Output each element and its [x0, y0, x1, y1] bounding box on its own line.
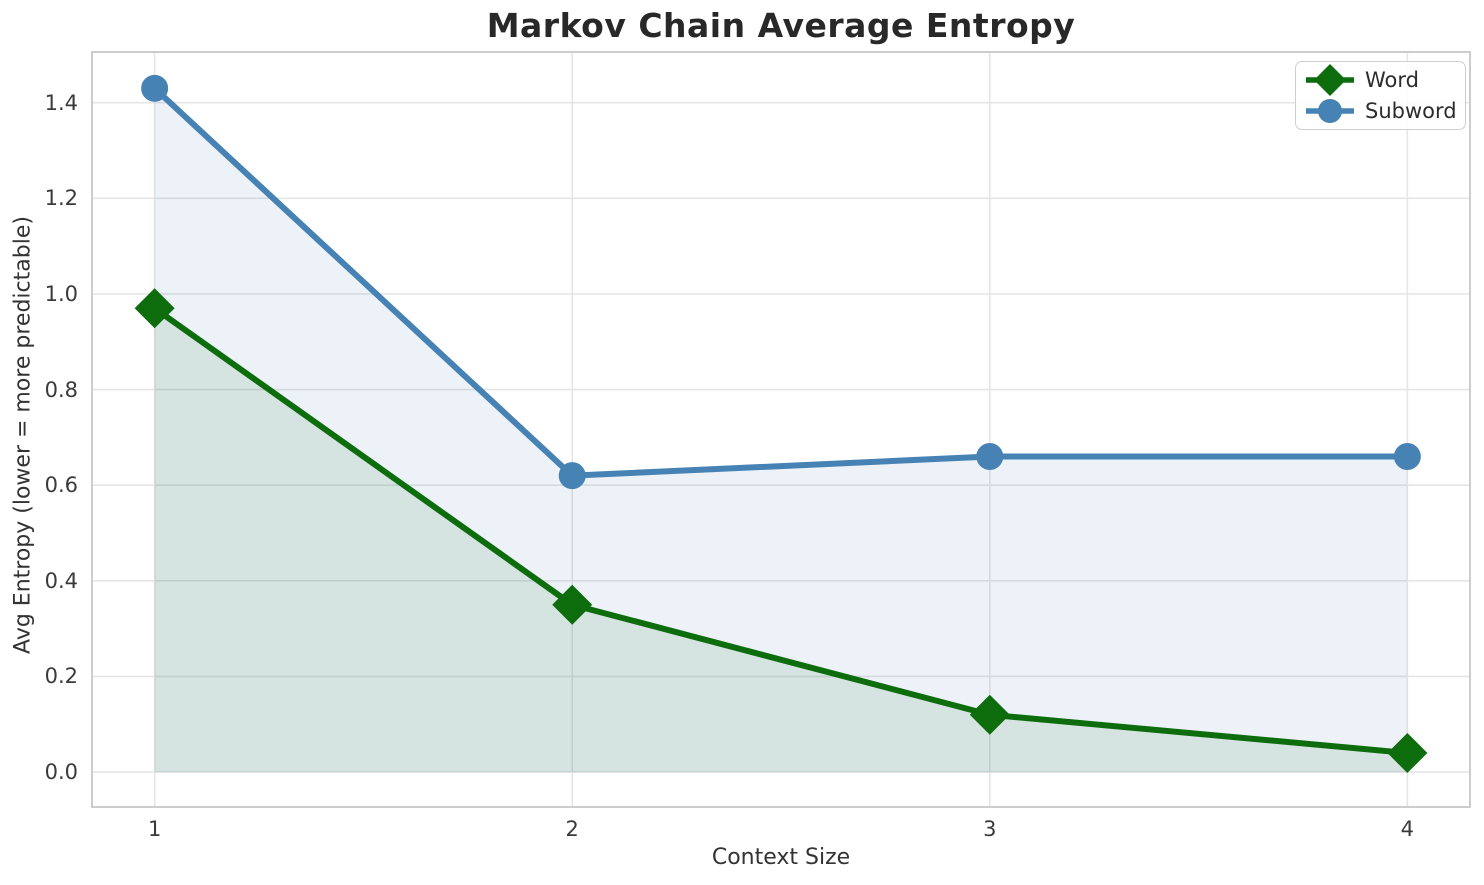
legend-label-subword: Subword	[1365, 99, 1457, 123]
y-tick-label: 0.0	[44, 760, 78, 785]
subword-line	[151, 85, 1411, 479]
plot-border	[91, 51, 1471, 808]
word-area-fill	[154, 308, 1408, 773]
word-marker	[1387, 732, 1428, 773]
y-tick-label: 1.0	[44, 281, 78, 306]
word-line	[151, 305, 1411, 756]
y-tick-label: 1.4	[44, 90, 78, 115]
word-diamond-icon	[1314, 64, 1346, 96]
legend-item-word: Word	[1304, 64, 1457, 96]
legend: Word Subword	[1295, 61, 1466, 130]
word-marker	[134, 288, 175, 329]
x-tick-label: 1	[147, 817, 162, 841]
y-tick-label: 1.2	[44, 186, 78, 211]
subword-marker	[976, 443, 1004, 471]
word-marker	[552, 584, 593, 625]
x-tick-label: 2	[565, 817, 579, 841]
subword-legend-sample	[1306, 99, 1354, 123]
x-tick-label: 4	[1400, 817, 1415, 841]
x-axis-label: Context Size	[711, 845, 851, 870]
subword-circle-icon	[1318, 99, 1342, 123]
legend-item-subword: Subword	[1304, 96, 1457, 127]
y-axis-label: Avg Entropy (lower = more predictable)	[10, 216, 36, 654]
y-tick-label: 0.4	[44, 568, 78, 593]
subword-marker	[558, 462, 586, 490]
y-tick-label: 0.8	[44, 377, 78, 402]
subword-marker	[1393, 443, 1421, 471]
x-tick-label: 3	[983, 817, 997, 841]
chart-title: Markov Chain Average Entropy	[486, 6, 1076, 45]
word-legend-sample	[1306, 64, 1354, 96]
y-tick-label: 0.6	[44, 473, 78, 498]
y-tick-label: 0.2	[44, 664, 78, 689]
subword-marker	[141, 74, 169, 102]
word-marker	[969, 694, 1010, 735]
legend-label-word: Word	[1365, 68, 1419, 92]
subword-area-fill	[154, 88, 1408, 773]
